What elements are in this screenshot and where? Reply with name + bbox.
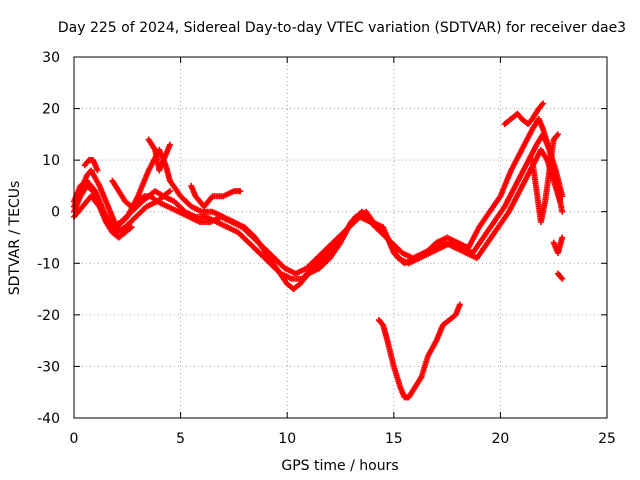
y-tick-label: -20 (37, 308, 60, 324)
series-track-9 (375, 301, 463, 401)
x-ticks: 0 5 10 15 20 25 (70, 57, 616, 447)
data-point (94, 167, 101, 174)
x-tick-label: 10 (278, 431, 296, 447)
series-track-12 (550, 234, 566, 256)
chart-title: Day 225 of 2024, Sidereal Day-to-day VTE… (58, 20, 626, 36)
x-tick-label: 20 (491, 431, 509, 447)
x-tick-label: 25 (598, 431, 616, 447)
series-track-10 (501, 100, 547, 128)
data-point (559, 275, 566, 282)
data-point (166, 141, 173, 148)
grid (74, 57, 607, 418)
data-point (237, 188, 244, 195)
y-tick-label: -40 (37, 411, 60, 427)
y-tick-label: 20 (42, 102, 60, 118)
data-point (557, 198, 564, 205)
y-tick-label: -10 (37, 256, 60, 272)
y-tick-label: 0 (51, 205, 60, 221)
data-point (166, 188, 173, 195)
y-ticks: -40 -30 -20 -10 0 10 20 30 (37, 50, 607, 427)
series-track-7 (145, 136, 173, 174)
y-axis-label: SDTVAR / TECUs (7, 181, 23, 296)
x-tick-label: 5 (176, 431, 185, 447)
series-track-13 (554, 270, 566, 282)
series-track-6 (109, 177, 173, 210)
series-track-4 (71, 182, 135, 241)
data-point (128, 224, 135, 231)
y-tick-label: 30 (42, 50, 60, 66)
data-point (554, 131, 561, 138)
series-track-8 (188, 182, 244, 210)
data-point (540, 100, 547, 107)
data-point (456, 301, 463, 308)
x-axis-label: GPS time / hours (281, 458, 398, 474)
data-marks (71, 100, 566, 401)
data-point (559, 234, 566, 241)
y-tick-label: 10 (42, 153, 60, 169)
series-track-11 (529, 131, 561, 226)
series-track-5 (81, 157, 101, 174)
data-point (559, 208, 566, 215)
x-tick-label: 15 (385, 431, 403, 447)
x-tick-label: 0 (70, 431, 79, 447)
plot-frame (73, 56, 608, 419)
y-tick-label: -30 (37, 359, 60, 375)
